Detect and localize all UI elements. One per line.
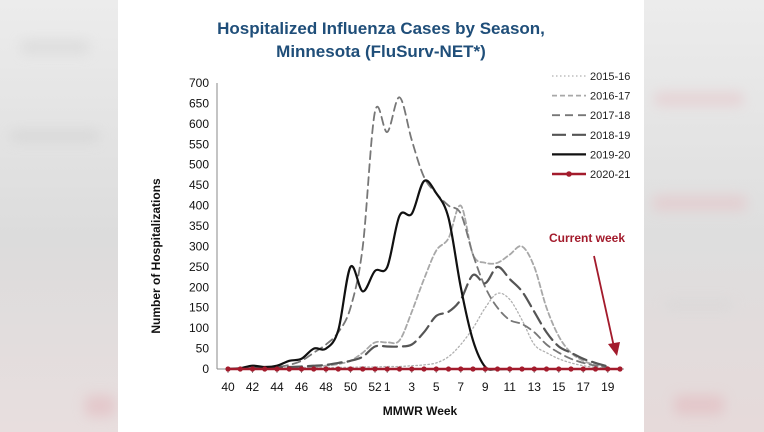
data-point-2020-21 <box>274 366 280 372</box>
x-tick-label: 42 <box>246 380 260 394</box>
data-point-2020-21 <box>421 366 427 372</box>
data-point-2020-21 <box>396 366 403 372</box>
data-point-2020-21 <box>592 366 599 372</box>
background-right <box>644 0 764 432</box>
x-tick-label: 19 <box>601 380 615 394</box>
y-tick-label: 250 <box>189 260 209 274</box>
legend-marker-2020-21 <box>566 171 572 177</box>
data-point-2020-21 <box>519 366 525 372</box>
data-point-2020-21 <box>458 366 464 372</box>
plot-area: 0501001502002503003504004505005506006507… <box>189 76 624 394</box>
legend: 2015-16 2016-17 2017-18 2018-19 2019-20 2020-… <box>552 71 630 181</box>
data-point-2020-21 <box>335 366 341 372</box>
legend-label-2020-21: 2020-21 <box>590 169 630 181</box>
data-point-2020-21 <box>286 366 292 372</box>
chart-slide <box>118 0 644 432</box>
data-point-2020-21 <box>225 366 231 372</box>
x-axis-title: MMWR Week <box>383 404 458 418</box>
legend-label-2018-19: 2018-19 <box>590 130 630 142</box>
legend-label-2015-16: 2015-16 <box>590 71 630 83</box>
background-blur <box>85 395 115 417</box>
y-tick-label: 100 <box>189 321 209 335</box>
data-point-2020-21 <box>237 366 243 372</box>
background-left <box>0 0 118 432</box>
series-line-2015-16 <box>227 292 609 370</box>
data-point-2020-21 <box>507 366 513 372</box>
y-axis-title: Number of Hospitalizations <box>149 178 163 334</box>
y-tick-label: 600 <box>189 117 209 131</box>
chart-title-line-2: Minnesota (FluSurv-NET*) <box>276 42 486 61</box>
data-point-2020-21 <box>384 366 390 372</box>
y-tick-label: 50 <box>196 342 210 356</box>
x-tick-label: 50 <box>344 380 358 394</box>
data-point-2020-21 <box>311 366 317 372</box>
y-tick-label: 400 <box>189 199 209 213</box>
data-point-2020-21 <box>482 366 488 372</box>
data-point-2020-21 <box>360 366 366 372</box>
x-tick-label: 46 <box>295 380 309 394</box>
data-point-2020-21 <box>262 366 268 372</box>
series-line-2016-17 <box>227 204 609 370</box>
x-tick-label: 7 <box>457 380 464 394</box>
y-tick-label: 300 <box>189 239 209 253</box>
y-tick-label: 200 <box>189 280 209 294</box>
x-tick-label: 52 <box>368 380 382 394</box>
background-blur <box>674 395 724 415</box>
x-tick-label: 3 <box>408 380 415 394</box>
data-point-2020-21 <box>409 366 415 372</box>
x-tick-label: 13 <box>528 380 542 394</box>
x-tick-label: 11 <box>504 380 517 394</box>
y-tick-label: 700 <box>189 76 209 90</box>
x-tick-label: 9 <box>482 380 489 394</box>
current-week-annotation: Current week <box>549 231 625 245</box>
x-tick-label: 40 <box>221 380 235 394</box>
legend-label-2019-20: 2019-20 <box>590 149 630 161</box>
y-tick-label: 650 <box>189 96 209 110</box>
legend-label-2016-17: 2016-17 <box>590 91 630 103</box>
data-point-2020-21 <box>568 366 574 372</box>
series-line-2017-18 <box>227 96 609 370</box>
x-tick-label: 5 <box>433 380 440 394</box>
data-point-2020-21 <box>298 366 305 372</box>
x-tick-label: 1 <box>384 380 391 394</box>
x-tick-label: 17 <box>577 380 591 394</box>
data-point-2020-21 <box>494 366 501 372</box>
data-point-2020-21 <box>543 366 550 372</box>
background-blur <box>664 300 734 310</box>
background-blur <box>652 195 747 211</box>
y-tick-label: 450 <box>189 178 209 192</box>
data-point-2020-21 <box>531 366 537 372</box>
y-tick-label: 150 <box>189 301 209 315</box>
data-point-2020-21 <box>617 366 623 372</box>
data-point-2020-21 <box>580 366 586 372</box>
data-point-2020-21 <box>249 366 256 372</box>
current-week-arrowhead <box>608 342 620 356</box>
chart-title-line-1: Hospitalized Influenza Cases by Season, <box>217 19 545 38</box>
y-tick-label: 550 <box>189 137 209 151</box>
background-blur <box>20 40 90 54</box>
data-point-2020-21 <box>556 366 562 372</box>
data-point-2020-21 <box>445 366 452 372</box>
data-point-2020-21 <box>323 366 329 372</box>
data-point-2020-21 <box>372 366 378 372</box>
background-blur <box>654 92 744 106</box>
data-point-2020-21 <box>433 366 439 372</box>
data-point-2020-21 <box>470 366 476 372</box>
y-tick-label: 350 <box>189 219 209 233</box>
y-tick-label: 500 <box>189 158 209 172</box>
x-tick-label: 15 <box>552 380 566 394</box>
x-tick-label: 48 <box>319 380 333 394</box>
x-tick-label: 44 <box>270 380 284 394</box>
data-point-2020-21 <box>605 366 611 372</box>
series-line-2019-20 <box>226 179 511 371</box>
current-week-arrow <box>593 255 615 348</box>
legend-label-2017-18: 2017-18 <box>590 110 630 122</box>
background-blur <box>10 130 100 142</box>
data-point-2020-21 <box>347 366 354 372</box>
y-tick-label: 0 <box>202 362 209 376</box>
